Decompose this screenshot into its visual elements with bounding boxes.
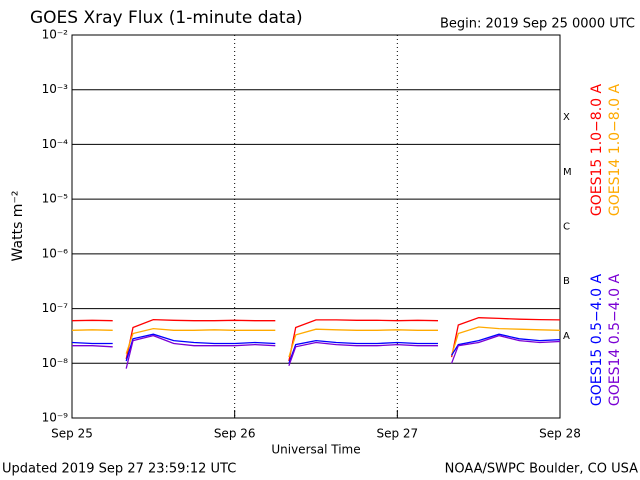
flare-class-label: C [563,222,570,233]
y-tick-label: 10⁻⁸ [42,356,69,370]
legend-entry: GOES14 1.0−8.0 A [607,84,623,217]
y-tick-label: 10⁻⁵ [42,192,69,206]
series-line [72,334,561,369]
series-line [71,333,561,364]
flare-class-label: X [563,112,570,123]
chart-title: GOES Xray Flux (1-minute data) [30,8,303,28]
x-tick-label: Sep 26 [214,427,256,441]
y-tick-label: 10⁻⁹ [42,411,69,425]
y-tick-label: 10⁻³ [42,82,69,96]
legend-entry: GOES14 0.5−4.0 A [607,274,623,407]
x-tick-label: Sep 25 [51,427,93,441]
x-axis-label: Universal Time [271,443,360,457]
chart-subtitle: Begin: 2019 Sep 25 0000 UTC [440,17,635,32]
footer-right: NOAA/SWPC Boulder, CO USA [445,462,638,477]
footer-left: Updated 2019 Sep 27 23:59:12 UTC [2,462,236,477]
legend-entry: GOES15 1.0−8.0 A [589,84,605,217]
series-line [71,317,561,362]
x-tick-label: Sep 28 [539,427,581,441]
plot-frame [71,34,561,419]
series-line [71,326,561,358]
y-tick-label: 10⁻⁷ [42,301,69,315]
y-tick-label: 10⁻⁴ [42,137,69,151]
flare-class-label: M [563,167,572,178]
flare-class-label: B [563,276,570,287]
legend-entry: GOES15 0.5−4.0 A [589,274,605,407]
y-axis-label: Watts m⁻² [10,191,26,262]
x-tick-label: Sep 27 [376,427,418,441]
flare-class-label: A [563,331,570,342]
y-tick-label: 10⁻² [42,28,69,42]
y-tick-label: 10⁻⁶ [42,246,69,260]
